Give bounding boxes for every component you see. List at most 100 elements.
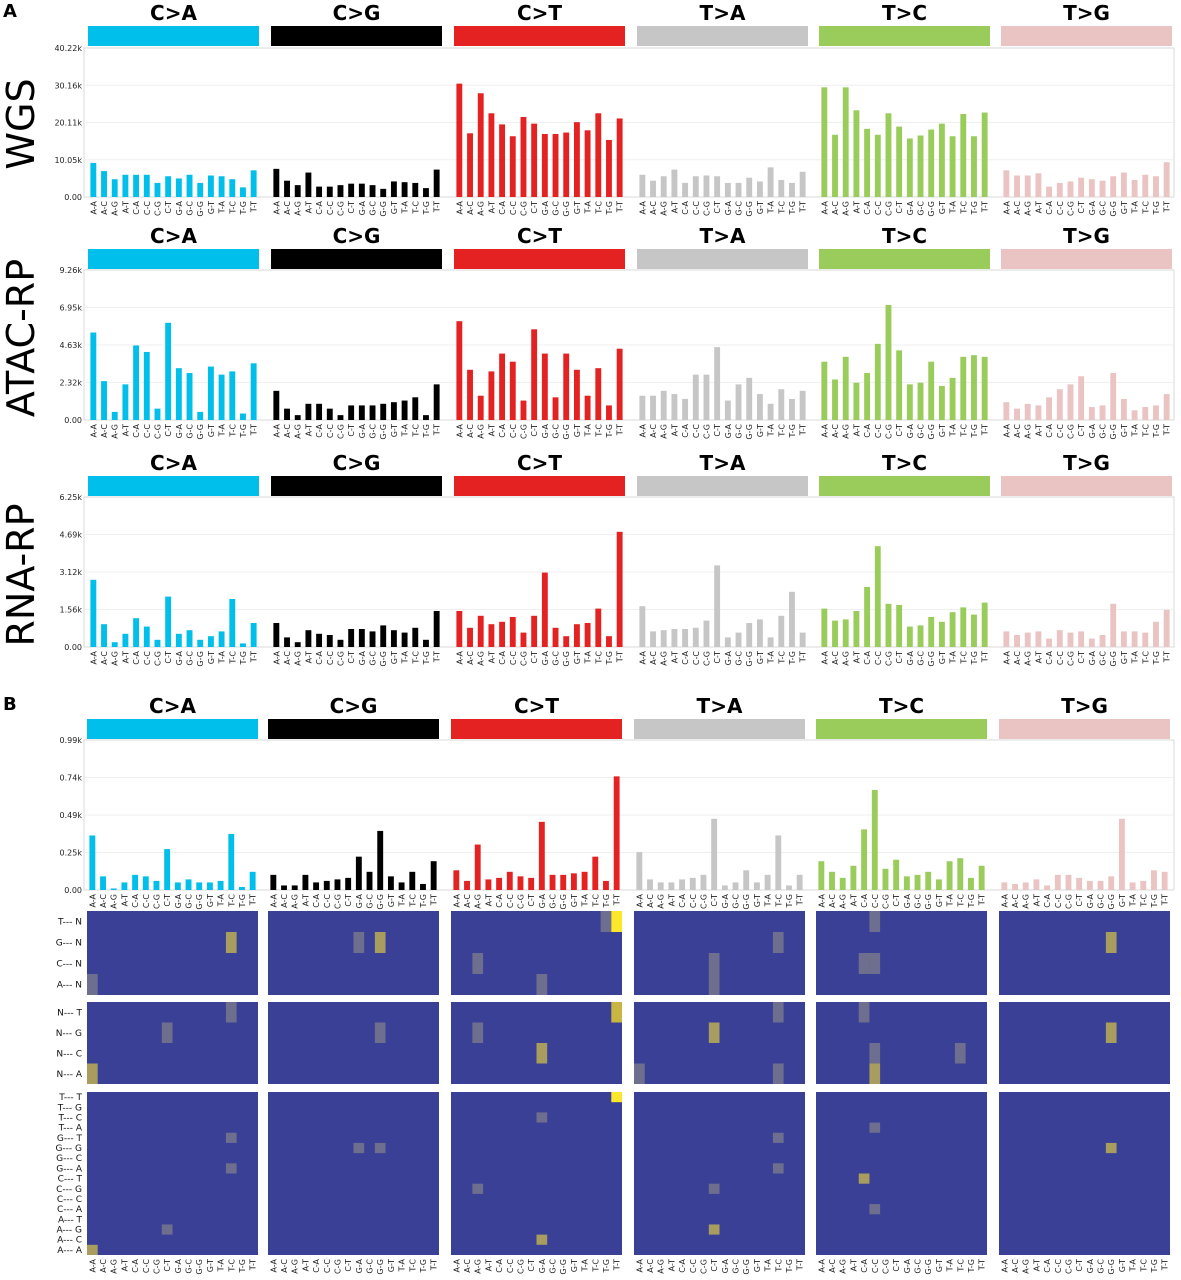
- bar: [433, 169, 440, 197]
- x-tick-label: A-T: [670, 201, 679, 213]
- x-tick-label: T-C: [777, 201, 786, 215]
- x-tick-label: C-C: [323, 1259, 332, 1273]
- bar: [1110, 176, 1117, 197]
- x-tick-label: T-A: [949, 200, 958, 214]
- bar: [1142, 174, 1149, 197]
- bar: [1163, 162, 1170, 197]
- x-tick-label: T-A: [1131, 200, 1140, 214]
- bar: [509, 617, 516, 647]
- bar: [650, 180, 656, 197]
- x-tick-label: T-C: [591, 1259, 600, 1273]
- x-tick-label: C-A: [863, 423, 872, 437]
- x-tick-label: C-C: [689, 1259, 698, 1273]
- bar: [746, 377, 753, 420]
- bar: [949, 377, 956, 420]
- bar: [240, 187, 246, 197]
- x-tick-label: G-C: [366, 894, 375, 909]
- bar: [767, 167, 774, 197]
- heatmap-cell: [858, 953, 870, 974]
- heatmap-cell: [869, 911, 881, 932]
- x-tick-label: A-G: [477, 651, 486, 666]
- bar: [337, 415, 344, 420]
- x-tick-label: C-C: [692, 424, 701, 438]
- bar: [517, 876, 524, 890]
- bar: [703, 374, 710, 420]
- x-tick-label: A-A: [1002, 650, 1011, 664]
- bar: [240, 643, 246, 647]
- bar: [541, 134, 548, 197]
- x-tick-label: C-T: [713, 201, 722, 214]
- x-tick-label: T-T: [981, 424, 990, 436]
- bar: [358, 183, 365, 197]
- bar: [882, 868, 889, 890]
- bar: [390, 630, 397, 647]
- x-tick-label: T-G: [605, 201, 614, 216]
- x-tick-label: A-C: [99, 1259, 108, 1273]
- bar: [616, 531, 623, 647]
- x-tick-label: A-C: [100, 201, 109, 215]
- x-tick-label: C-C: [509, 651, 518, 665]
- x-tick-label: C-C: [871, 894, 880, 908]
- x-tick-label: C-C: [509, 201, 518, 215]
- x-tick-label: G-T: [1118, 894, 1127, 907]
- bar: [229, 599, 236, 647]
- heatmap-cell: [708, 953, 720, 974]
- class-band-C-to-A: [88, 26, 259, 46]
- bar: [1110, 603, 1117, 647]
- x-tick-label: C-A: [498, 423, 507, 437]
- bar: [842, 87, 849, 197]
- heatmap-cell: [611, 911, 622, 932]
- bar: [767, 403, 774, 420]
- x-tick-label: G-A: [174, 893, 183, 908]
- bar: [165, 322, 172, 420]
- bar: [345, 877, 352, 890]
- x-tick-label: T-A: [1131, 650, 1140, 664]
- heatmap-cell: [225, 1132, 237, 1143]
- bar: [531, 329, 538, 420]
- x-tick-label: A-A: [820, 200, 829, 214]
- bar: [294, 185, 301, 197]
- bar: [390, 181, 397, 197]
- x-tick-label: A-A: [89, 200, 98, 214]
- x-tick-label: T-G: [238, 894, 247, 909]
- x-tick-label: A-G: [1022, 1259, 1031, 1274]
- x-tick-label: A-A: [638, 200, 647, 214]
- bar: [153, 880, 160, 890]
- x-tick-label: C-G: [702, 651, 711, 666]
- x-tick-label: G-G: [562, 201, 571, 217]
- x-tick-label: C-G: [336, 424, 345, 439]
- x-tick-label: C-T: [347, 201, 356, 214]
- bar: [595, 368, 602, 420]
- x-tick-label: T-T: [1161, 1259, 1170, 1271]
- x-tick-label: T-C: [408, 1259, 417, 1273]
- x-tick-label: T-T: [799, 201, 808, 213]
- bar: [756, 181, 763, 197]
- bar: [1003, 402, 1010, 420]
- x-tick-label: G-T: [390, 201, 399, 214]
- x-tick-label: G-C: [914, 894, 923, 909]
- x-tick-label: G-C: [369, 424, 378, 439]
- class-label: T>A: [700, 224, 746, 248]
- bar: [1044, 885, 1051, 890]
- x-tick-label: A-A: [638, 650, 647, 664]
- bar: [401, 400, 408, 420]
- bar: [1014, 408, 1020, 420]
- bar: [496, 877, 503, 890]
- bar: [1120, 631, 1127, 647]
- bar: [864, 373, 871, 420]
- class-band-C-to-G: [271, 476, 442, 496]
- heatmap-row-label: T--- A: [58, 1124, 83, 1134]
- bar: [423, 188, 429, 197]
- x-tick-label: G-C: [186, 201, 195, 216]
- x-tick-label: A-G: [842, 201, 851, 216]
- bar: [334, 879, 341, 890]
- x-tick-label: G-C: [549, 894, 558, 909]
- x-tick-label: C-A: [860, 1258, 869, 1272]
- x-tick-label: A-T: [121, 201, 130, 213]
- x-tick-label: T-C: [228, 651, 237, 665]
- x-tick-label: T-C: [1139, 1259, 1148, 1273]
- bar: [477, 93, 484, 197]
- heatmap-block: [999, 1092, 1170, 1255]
- bar: [799, 171, 806, 197]
